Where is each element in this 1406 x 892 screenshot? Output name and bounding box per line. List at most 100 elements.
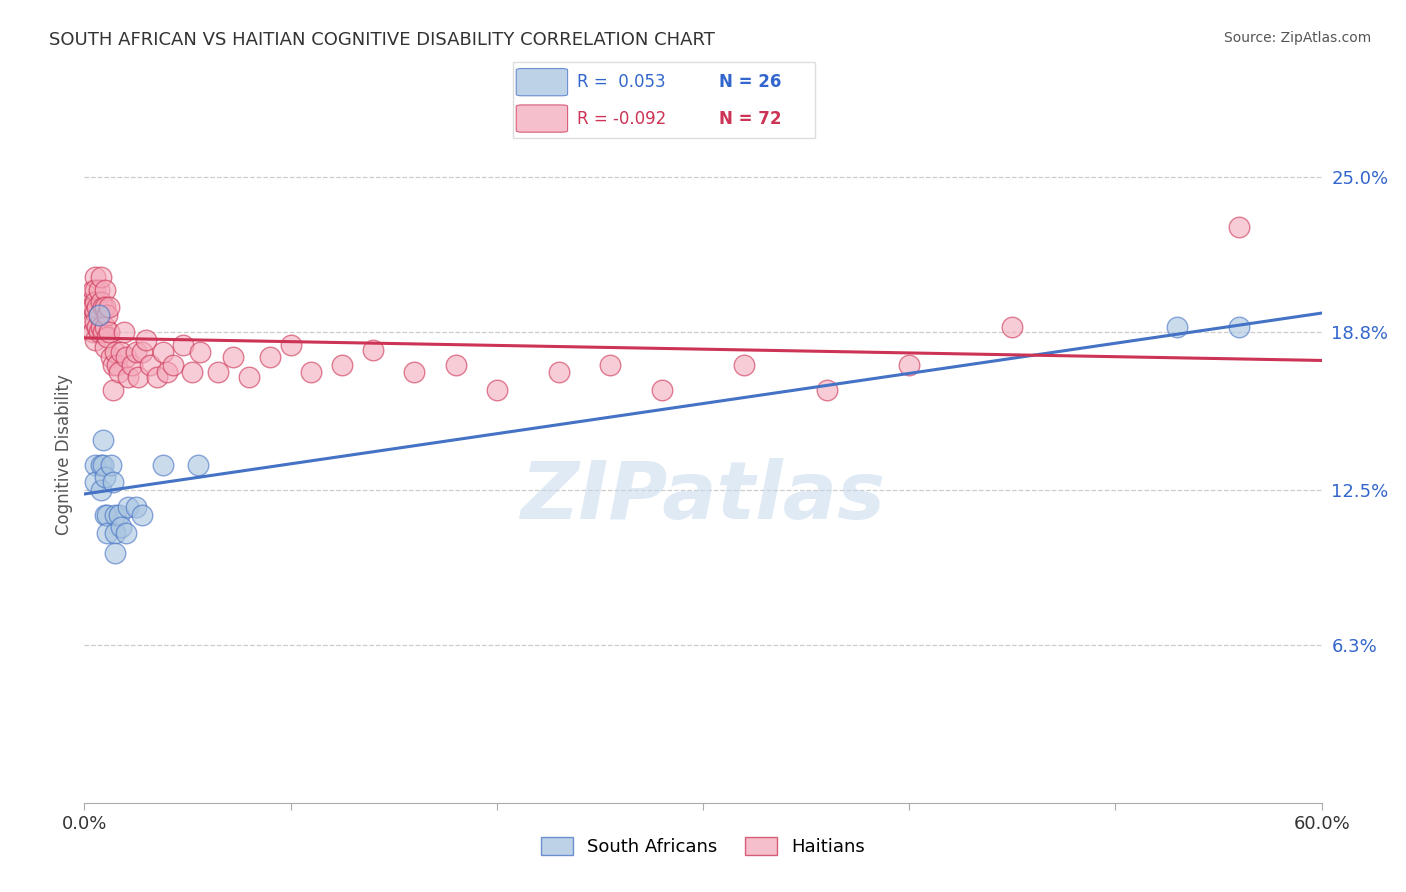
Point [86, 300, 108, 314]
Point [259, 351, 281, 365]
Point [117, 500, 139, 515]
Point [361, 343, 384, 357]
Point [90, 270, 112, 285]
Point [82, 283, 104, 297]
Point [83, 283, 105, 297]
Point [96, 330, 118, 344]
Point [103, 358, 125, 372]
Point [94, 283, 117, 297]
Point [599, 358, 621, 372]
Point [112, 326, 135, 340]
Point [100, 351, 122, 365]
Point [94, 320, 117, 334]
Point [98, 326, 121, 340]
Point [152, 458, 174, 472]
Text: N = 26: N = 26 [718, 73, 782, 91]
Point [207, 365, 229, 379]
Point [114, 351, 136, 365]
Point [91, 458, 114, 472]
Point [108, 365, 131, 379]
Point [96, 508, 118, 522]
Text: Source: ZipAtlas.com: Source: ZipAtlas.com [1223, 31, 1371, 45]
Point [222, 351, 245, 365]
Point [87, 308, 110, 322]
Point [156, 365, 179, 379]
Point [87, 283, 110, 297]
Text: R = -0.092: R = -0.092 [576, 110, 666, 128]
Point [96, 308, 118, 322]
Y-axis label: Cognitive Disability: Cognitive Disability [55, 375, 73, 535]
Point [110, 520, 132, 534]
Point [103, 383, 125, 397]
Point [108, 508, 131, 522]
Point [152, 345, 174, 359]
FancyBboxPatch shape [516, 105, 568, 132]
Point [82, 315, 104, 329]
Point [83, 270, 105, 285]
Point [90, 458, 112, 472]
Point [117, 370, 139, 384]
Point [131, 345, 153, 359]
Point [188, 345, 211, 359]
Point [114, 525, 136, 540]
Point [1227, 220, 1250, 235]
Point [90, 295, 112, 310]
Point [94, 300, 117, 314]
Point [162, 358, 184, 372]
Point [79, 295, 101, 310]
Point [238, 370, 260, 384]
Point [83, 333, 105, 347]
Point [110, 345, 132, 359]
Point [139, 358, 162, 372]
Point [127, 370, 149, 384]
Point [485, 383, 508, 397]
Point [104, 345, 127, 359]
Legend: South Africans, Haitians: South Africans, Haitians [533, 830, 873, 863]
Point [547, 365, 569, 379]
Point [125, 500, 148, 515]
Point [86, 320, 108, 334]
Text: ZIPatlas: ZIPatlas [520, 458, 886, 536]
Point [404, 365, 426, 379]
FancyBboxPatch shape [513, 62, 815, 138]
Point [105, 358, 128, 372]
Point [87, 308, 110, 322]
Point [100, 458, 122, 472]
Point [94, 340, 117, 354]
Point [125, 345, 148, 359]
Point [91, 326, 114, 340]
Point [444, 358, 467, 372]
Text: R =  0.053: R = 0.053 [576, 73, 665, 91]
Point [1001, 320, 1024, 334]
Point [87, 326, 110, 340]
Point [83, 458, 105, 472]
Point [83, 315, 105, 329]
Point [280, 338, 302, 352]
Point [90, 483, 112, 497]
Point [98, 300, 121, 314]
Point [187, 458, 209, 472]
Point [104, 525, 127, 540]
FancyBboxPatch shape [516, 69, 568, 95]
Text: N = 72: N = 72 [718, 110, 782, 128]
Point [145, 370, 167, 384]
Point [1166, 320, 1188, 334]
Point [83, 475, 105, 490]
Point [131, 508, 153, 522]
Point [90, 320, 112, 334]
Point [330, 358, 353, 372]
Point [172, 338, 194, 352]
Point [815, 383, 838, 397]
Point [180, 365, 202, 379]
Point [1227, 320, 1250, 334]
Point [898, 358, 921, 372]
Point [94, 508, 117, 522]
Point [82, 300, 104, 314]
Point [651, 383, 673, 397]
Point [91, 433, 114, 447]
Point [82, 326, 104, 340]
Point [733, 358, 755, 372]
Point [299, 365, 322, 379]
Point [121, 358, 143, 372]
Point [103, 475, 125, 490]
